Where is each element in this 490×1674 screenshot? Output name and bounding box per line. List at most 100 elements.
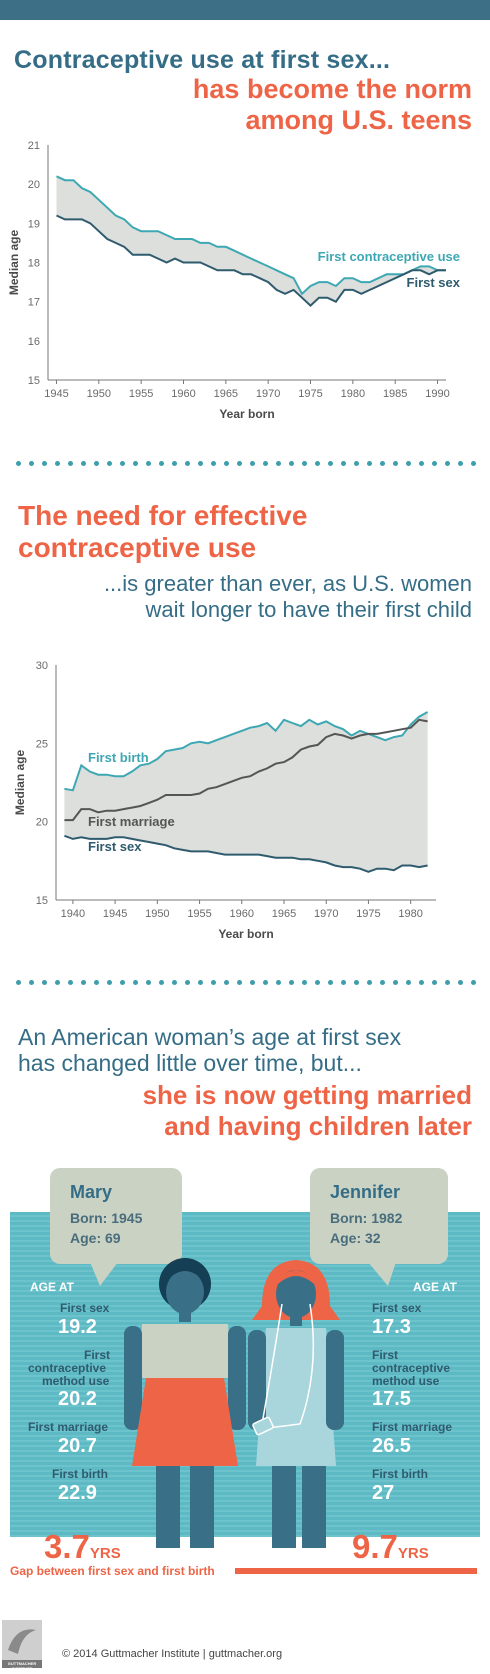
y-tick-label: 25	[36, 738, 48, 750]
divider-dot	[172, 461, 177, 466]
mary-figure-icon	[124, 1258, 246, 1548]
mary-contra-label-3: method use	[42, 1374, 110, 1388]
y-axis-title: Median age	[13, 750, 27, 816]
jennifer-birth-label: First birth	[372, 1467, 428, 1481]
divider-dot	[55, 461, 60, 466]
mary-age-at: AGE AT	[30, 1280, 74, 1294]
divider-dot	[185, 461, 190, 466]
x-tick-label: 1960	[230, 908, 254, 920]
divider-dot	[16, 980, 21, 985]
divider-dot	[289, 980, 294, 985]
divider-dot	[185, 980, 190, 985]
footer-text: © 2014 Guttmacher Institute | guttmacher…	[62, 1648, 283, 1660]
divider-dot	[406, 461, 411, 466]
divider-dot	[172, 980, 177, 985]
y-tick-label: 19	[28, 218, 40, 230]
x-tick-label: 1975	[298, 388, 322, 400]
section1-title: Contraceptive use at first sex...	[14, 46, 391, 74]
divider-dot	[263, 980, 268, 985]
jennifer-gap: 9.7YRS	[352, 1528, 429, 1566]
divider-dot	[445, 461, 450, 466]
divider-dot	[146, 980, 151, 985]
y-tick-label: 15	[28, 375, 40, 387]
mary-gap-unit: YRS	[89, 1545, 121, 1562]
mary-birth-value: 22.9	[58, 1482, 97, 1504]
jennifer-marriage-value: 26.5	[372, 1435, 411, 1457]
divider-dot	[341, 461, 346, 466]
divider-dot	[393, 461, 398, 466]
divider-dot	[159, 980, 164, 985]
divider-dot	[471, 980, 476, 985]
x-tick-label: 1990	[425, 388, 449, 400]
divider-dot	[393, 980, 398, 985]
x-tick-label: 1955	[129, 388, 153, 400]
divider-dot	[354, 461, 359, 466]
chart-band	[64, 712, 428, 872]
divider-dot	[367, 461, 372, 466]
divider-dot	[120, 980, 125, 985]
mary-first-sex-value: 19.2	[58, 1316, 97, 1338]
divider-dots-1	[16, 461, 476, 467]
x-tick-label: 1960	[171, 388, 195, 400]
x-tick-label: 1970	[314, 908, 338, 920]
top-bar	[0, 0, 490, 20]
series-line	[64, 834, 428, 873]
divider-dot	[315, 980, 320, 985]
divider-dot	[328, 980, 333, 985]
mary-name: Mary	[70, 1182, 113, 1202]
divider-dot	[380, 461, 385, 466]
chart-band	[56, 176, 446, 306]
jennifer-age: Age: 32	[330, 1230, 381, 1246]
x-tick-label: 1945	[44, 388, 68, 400]
section2-subtitle-1: ...is greater than ever, as U.S. women	[103, 571, 472, 596]
x-tick-label: 1975	[356, 908, 380, 920]
divider-dot	[107, 980, 112, 985]
divider-dot	[81, 461, 86, 466]
divider-dot	[133, 980, 138, 985]
bubble-tails	[90, 1262, 396, 1286]
divider-dot	[29, 461, 34, 466]
section3-headline-2: and having children later	[164, 1111, 472, 1141]
divider-dot	[250, 980, 255, 985]
x-tick-label: 1980	[341, 388, 365, 400]
x-tick-label: 1965	[272, 908, 296, 920]
jennifer-birth-value: 27	[372, 1482, 395, 1504]
mary-contra-value: 20.2	[58, 1388, 97, 1410]
x-tick-label: 1940	[61, 908, 85, 920]
figures-illustration	[124, 1258, 344, 1548]
mary-bubble: Mary Born: 1945 Age: 69	[50, 1168, 182, 1264]
divider-dot	[94, 461, 99, 466]
jennifer-bubble: Jennifer Born: 1982 Age: 32	[310, 1168, 448, 1264]
x-axis-title: Year born	[218, 927, 273, 941]
section1-headline-2: among U.S. teens	[245, 105, 472, 135]
x-tick-label: 1985	[383, 388, 407, 400]
x-axis-title: Year born	[219, 407, 274, 421]
divider-dot	[211, 980, 216, 985]
mary-born: Born: 1945	[70, 1210, 143, 1226]
jennifer-bubble-tail	[368, 1262, 396, 1286]
divider-dot	[406, 980, 411, 985]
divider-dot	[432, 980, 437, 985]
divider-dot	[458, 980, 463, 985]
gap-bar	[235, 1568, 477, 1574]
series-label: First sex	[88, 839, 142, 854]
divider-dot	[224, 461, 229, 466]
divider-dot	[237, 461, 242, 466]
series-label: First sex	[407, 275, 461, 290]
divider-dot	[42, 461, 47, 466]
jennifer-born: Born: 1982	[330, 1210, 403, 1226]
y-tick-label: 17	[28, 297, 40, 309]
divider-dot	[471, 461, 476, 466]
divider-dot	[68, 980, 73, 985]
mary-gap-value: 3.7	[44, 1528, 90, 1565]
jennifer-contra-value: 17.5	[372, 1388, 411, 1410]
mary-age: Age: 69	[70, 1230, 121, 1246]
divider-dot	[380, 980, 385, 985]
divider-dot	[250, 461, 255, 466]
section3-title-1: An American woman’s age at first sex	[18, 1024, 402, 1050]
y-tick-label: 20	[36, 817, 48, 829]
y-tick-label: 15	[36, 895, 48, 907]
divider-dot	[159, 461, 164, 466]
divider-dot	[198, 980, 203, 985]
divider-dot	[68, 461, 73, 466]
